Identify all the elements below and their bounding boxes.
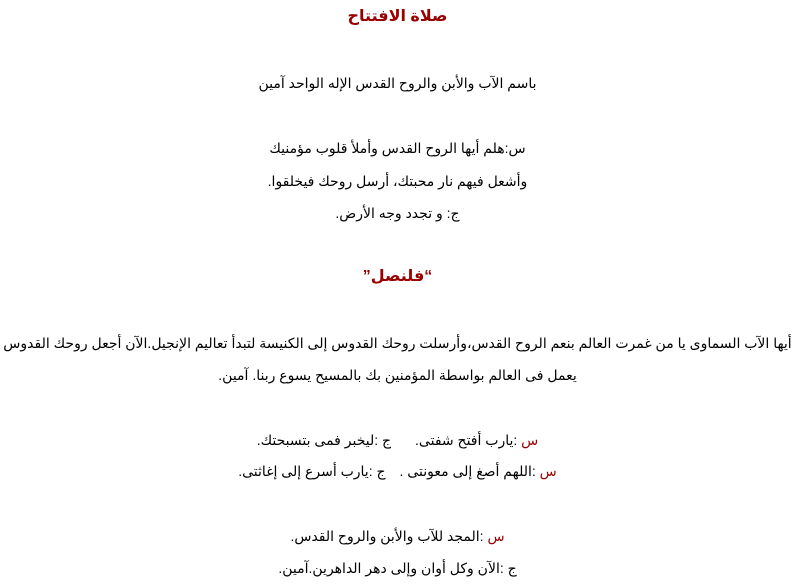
doxology-line-2: ج :الآن وكل أوان وإلى دهر الداهرين.آمين. [278, 560, 517, 576]
verse-text: :اللهم أصغ إلى معونتى . [399, 463, 540, 479]
s-marker: س [487, 528, 505, 544]
verse-text: :المجد للآب والأبن والروح القدس. [290, 528, 488, 544]
response-line-1: ج: و تجدد وجه الأرض. [335, 205, 460, 221]
response-text: ج :ليخبر فمى بتسبحتك. [256, 432, 392, 448]
response-pair-2: س :اللهم أصغ إلى معونتى . ج :يارب أسرع إل… [0, 461, 795, 481]
invocation: باسم الآب والأبن والروح القدس الإله الوا… [258, 75, 537, 91]
doxology-line-1: س :المجد للآب والأبن والروح القدس. [0, 526, 795, 546]
opening-title: صلاة الافتتاح [347, 8, 448, 25]
response-pair-1: س :يارب أفتح شفتى. ج :ليخبر فمى بتسبحتك. [0, 430, 795, 450]
prayer-paragraph-line-1: أيها الآب السماوى يا من غمرت العالم بنعم… [3, 335, 792, 351]
prayer-title: “فلنصل” [362, 268, 433, 285]
verse-line-1: س:هلم أيها الروح القدس وأملأ قلوب مؤمنيك [269, 140, 526, 156]
s-marker: س [521, 432, 539, 448]
prayer-paragraph-line-2: يعمل فى العالم بواسطة المؤمنين بك بالمسي… [218, 367, 577, 383]
verse-line-2: وأشعل فيهم نار محبتك، أرسل روحك فيخلقوا. [267, 173, 528, 189]
s-marker: س [539, 463, 557, 479]
verse-text: :يارب أفتح شفتى. [415, 432, 522, 448]
response-text: ج :يارب أسرع إلى إغاثتى. [238, 463, 386, 479]
